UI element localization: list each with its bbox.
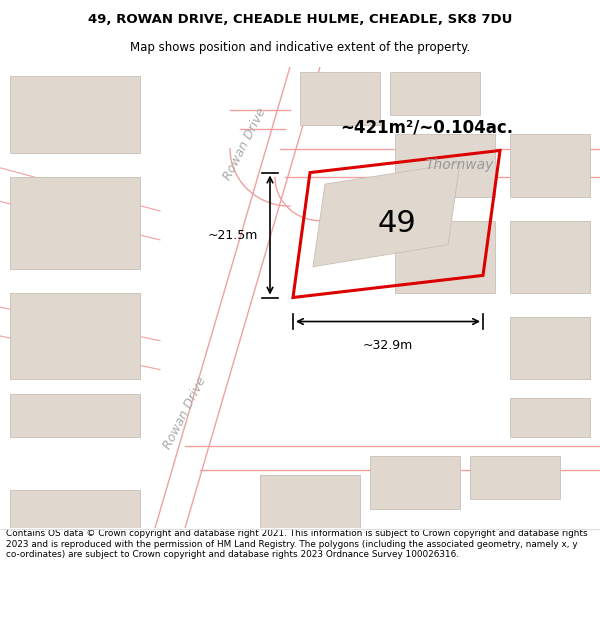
Text: Rowan Drive: Rowan Drive [221,106,269,182]
Text: Rowan Drive: Rowan Drive [161,374,209,451]
Polygon shape [313,163,460,267]
Bar [10,394,140,437]
Text: 49: 49 [377,209,416,239]
Bar [300,72,380,124]
Text: Map shows position and indicative extent of the property.: Map shows position and indicative extent… [130,41,470,54]
Text: Thornway: Thornway [426,158,494,172]
Bar [395,221,495,292]
Text: ~32.9m: ~32.9m [363,339,413,352]
Bar [390,72,480,115]
Text: ~21.5m: ~21.5m [208,229,258,241]
Text: Contains OS data © Crown copyright and database right 2021. This information is : Contains OS data © Crown copyright and d… [6,529,587,559]
Bar [370,456,460,509]
Text: ~421m²/~0.104ac.: ~421m²/~0.104ac. [340,119,513,137]
Bar [10,292,140,379]
Bar [395,134,495,197]
Bar [510,398,590,437]
Bar [510,134,590,197]
Bar [10,177,140,269]
Bar [260,475,360,528]
Bar [10,76,140,153]
Bar [510,317,590,379]
Bar [510,221,590,292]
Bar [10,490,140,528]
Bar [470,456,560,499]
Text: 49, ROWAN DRIVE, CHEADLE HULME, CHEADLE, SK8 7DU: 49, ROWAN DRIVE, CHEADLE HULME, CHEADLE,… [88,13,512,26]
